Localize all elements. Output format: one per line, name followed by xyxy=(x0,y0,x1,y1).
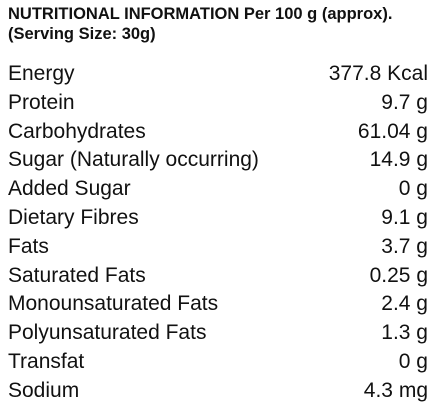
nutrient-label: Sodium xyxy=(8,378,80,402)
nutrient-row-fats: Fats 3.7 g xyxy=(8,233,428,262)
nutrient-label: Transfat xyxy=(8,349,85,373)
nutrient-row-polyunsaturated-fats: Polyunsaturated Fats 1.3 g xyxy=(8,319,428,348)
nutrient-value: 4.3 mg xyxy=(363,378,428,402)
nutrient-value: 377.8 Kcal xyxy=(328,62,428,85)
nutrient-label: Polyunsaturated Fats xyxy=(8,321,207,345)
nutrient-value: 3.7 g xyxy=(381,234,428,258)
nutrient-label: Protein xyxy=(8,90,75,114)
nutrient-label: Monounsaturated Fats xyxy=(8,292,219,316)
nutrient-label: Saturated Fats xyxy=(8,263,146,287)
nutrient-row-added-sugar: Added Sugar 0 g xyxy=(8,175,428,204)
nutrient-row-sugar: Sugar (Naturally occurring) 14.9 g xyxy=(8,146,428,175)
nutrient-row-dietary-fibres: Dietary Fibres 9.1 g xyxy=(8,204,428,233)
serving-size: (Serving Size: 30g) xyxy=(8,25,156,43)
nutrient-row-protein: Protein 9.7 g xyxy=(8,89,428,118)
nutrient-value: 0 g xyxy=(398,349,428,373)
nutrient-row-sodium: Sodium 4.3 mg xyxy=(8,377,428,406)
nutrient-label: Dietary Fibres xyxy=(8,205,139,229)
nutrient-value: 0 g xyxy=(398,177,428,201)
nutrient-value: 9.7 g xyxy=(381,90,428,114)
nutrient-row-transfat: Transfat 0 g xyxy=(8,348,428,377)
nutrient-label: Sugar (Naturally occurring) xyxy=(8,148,259,172)
nutrient-list: Energy 377.8 Kcal Protein 9.7 g Carbohyd… xyxy=(8,60,428,406)
nutrient-label: Added Sugar xyxy=(8,177,131,201)
nutrient-value: 61.04 g xyxy=(357,119,428,143)
nutrition-title: NUTRITIONAL INFORMATION Per 100 g (appro… xyxy=(8,5,393,23)
nutrient-row-energy: Energy 377.8 Kcal xyxy=(8,60,428,89)
nutrient-value: 2.4 g xyxy=(381,292,428,316)
nutrient-row-saturated-fats: Saturated Fats 0.25 g xyxy=(8,262,428,291)
nutrient-row-monounsaturated-fats: Monounsaturated Fats 2.4 g xyxy=(8,290,428,319)
nutrient-value: 9.1 g xyxy=(381,205,428,229)
nutrient-value: 1.3 g xyxy=(381,321,428,345)
nutrient-value: 0.25 g xyxy=(369,263,428,287)
nutrient-value: 14.9 g xyxy=(369,148,428,172)
nutrient-label: Fats xyxy=(8,234,49,258)
nutrient-label: Energy xyxy=(8,62,75,85)
nutrient-row-carbohydrates: Carbohydrates 61.04 g xyxy=(8,118,428,147)
nutrient-label: Carbohydrates xyxy=(8,119,146,143)
